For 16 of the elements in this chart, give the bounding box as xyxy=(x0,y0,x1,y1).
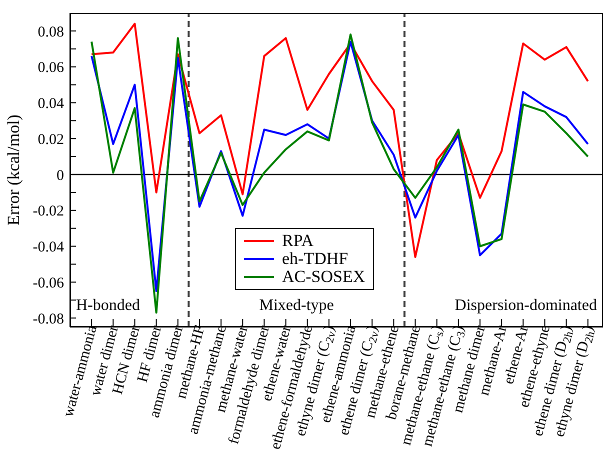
legend-label: AC-SOSEX xyxy=(282,267,366,286)
y-tick-label: -0.04 xyxy=(32,240,64,256)
legend-label: eh-TDHF xyxy=(282,249,348,268)
y-tick-label: -0.06 xyxy=(32,275,64,292)
y-tick-label: 0 xyxy=(56,168,64,184)
annotation: Dispersion-dominated xyxy=(454,297,597,315)
annotation: Mixed-type xyxy=(258,297,335,315)
legend-label: RPA xyxy=(282,231,314,250)
y-tick-label: 0.04 xyxy=(38,96,64,112)
y-tick-label: -0.02 xyxy=(32,204,64,220)
y-tick-label: -0.08 xyxy=(32,311,64,328)
y-axis-title: Error (kcal/mol) xyxy=(4,114,24,226)
y-tick-label: 0.06 xyxy=(38,60,64,76)
y-tick-label: 0.02 xyxy=(38,132,64,148)
annotation: H-bonded xyxy=(76,297,141,315)
y-tick-label: 0.08 xyxy=(38,24,64,40)
